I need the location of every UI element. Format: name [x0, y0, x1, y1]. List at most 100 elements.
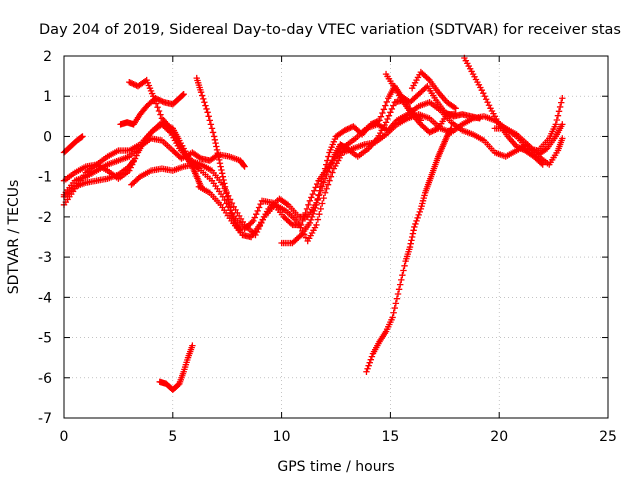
x-tick-label: 15 — [381, 429, 399, 445]
series-track-13 — [408, 68, 459, 112]
data-point — [150, 93, 157, 100]
series-track-7 — [117, 91, 187, 128]
data-point — [538, 160, 545, 167]
data-point — [407, 240, 414, 247]
data-point — [367, 356, 375, 363]
x-tick-label: 20 — [490, 429, 508, 445]
data-point — [213, 143, 220, 150]
data-point — [241, 163, 248, 170]
data-point — [295, 221, 302, 228]
y-tick-label: -7 — [38, 411, 52, 427]
data-point — [516, 144, 523, 152]
data-point — [135, 174, 142, 182]
series-track-17 — [156, 342, 196, 394]
data-point — [415, 211, 422, 219]
x-tick-labels: 0 5 10 15 20 25 — [60, 429, 617, 445]
data-point — [315, 192, 322, 199]
data-point — [126, 78, 133, 86]
data-point — [406, 243, 414, 251]
data-point — [422, 84, 430, 91]
data-point — [484, 99, 491, 106]
data-point — [395, 286, 403, 293]
data-point — [476, 115, 483, 122]
data-point — [513, 143, 520, 150]
data-point — [309, 190, 316, 198]
data-point — [478, 86, 485, 94]
data-point — [312, 184, 319, 191]
data-point — [201, 99, 208, 106]
data-point — [130, 80, 137, 88]
data-point — [365, 362, 372, 369]
data-point — [373, 118, 380, 125]
data-point — [133, 152, 140, 159]
data-point — [321, 189, 329, 196]
data-point — [371, 119, 379, 126]
x-tick-label: 5 — [168, 429, 177, 445]
data-point — [369, 120, 376, 127]
data-point — [203, 105, 210, 113]
data-point — [318, 178, 326, 185]
data-point — [293, 217, 301, 225]
data-point — [154, 104, 161, 111]
data-point — [392, 300, 400, 307]
data-point — [424, 75, 432, 82]
data-point — [152, 100, 160, 107]
data-point — [323, 161, 330, 168]
data-point — [485, 102, 493, 109]
data-point — [412, 220, 419, 228]
data-point — [189, 342, 196, 349]
data-point — [208, 125, 216, 132]
chart-title: Day 204 of 2019, Sidereal Day-to-day VTE… — [39, 22, 621, 38]
x-tick-label: 25 — [599, 429, 617, 445]
y-tick-label: 0 — [43, 129, 52, 145]
data-point — [426, 129, 433, 136]
data-point — [212, 139, 219, 147]
data-point — [128, 80, 136, 87]
data-point — [317, 205, 324, 213]
data-point — [253, 211, 260, 218]
y-axis-label: SDTVAR / TECUs — [6, 180, 22, 295]
data-point — [554, 112, 562, 119]
data-point — [482, 96, 490, 103]
data-point — [296, 233, 303, 240]
data-point — [430, 127, 438, 134]
data-point — [452, 105, 459, 112]
data-point — [556, 103, 564, 111]
data-point — [316, 211, 323, 218]
data-point — [222, 186, 229, 194]
data-point — [320, 194, 327, 202]
data-point — [313, 201, 320, 209]
data-point — [305, 201, 312, 209]
data-point — [559, 135, 566, 142]
data-point — [319, 173, 327, 180]
data-point — [215, 153, 222, 160]
data-point — [319, 200, 326, 207]
data-point — [363, 368, 370, 375]
data-point — [385, 112, 393, 119]
data-point — [287, 220, 295, 227]
data-point — [327, 160, 335, 168]
data-point — [313, 180, 321, 188]
data-point — [517, 145, 525, 152]
data-point — [311, 207, 318, 215]
data-point — [394, 290, 402, 298]
data-point — [317, 182, 324, 190]
data-point — [408, 237, 415, 244]
data-point — [209, 129, 217, 136]
y-tick-labels: -7 -6 -5 -4 -3 -2 -1 0 1 2 — [38, 49, 52, 427]
data-point — [384, 115, 391, 123]
data-point — [398, 276, 405, 284]
data-point — [389, 314, 396, 321]
data-point — [345, 125, 353, 132]
data-point — [197, 89, 205, 96]
data-point — [312, 204, 319, 212]
data-point — [348, 123, 356, 131]
data-point — [379, 109, 386, 117]
data-point — [374, 117, 382, 125]
data-point — [129, 158, 137, 165]
data-point — [321, 165, 329, 172]
data-point — [196, 154, 203, 161]
data-point — [221, 180, 228, 187]
data-point — [391, 304, 398, 312]
y-tick-label: 1 — [43, 89, 52, 105]
